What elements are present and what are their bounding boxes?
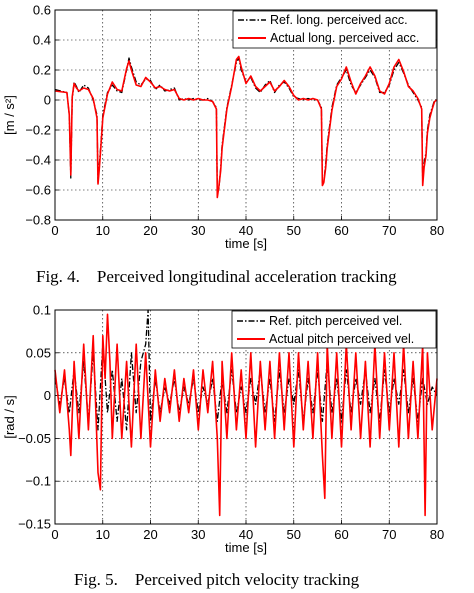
fig5-legend-label-ref: Ref. pitch perceived vel. bbox=[269, 314, 402, 328]
fig4-xtick-label: 40 bbox=[239, 223, 253, 238]
fig4-caption: Fig. 4. Perceived longitudinal accelerat… bbox=[36, 267, 397, 286]
fig4-xtick-label: 50 bbox=[287, 223, 301, 238]
fig5-xtick-label: 80 bbox=[430, 527, 444, 542]
fig4-xtick-label: 30 bbox=[191, 223, 205, 238]
fig5-xtick-label: 70 bbox=[382, 527, 396, 542]
fig5-xtick-label: 30 bbox=[191, 527, 205, 542]
fig5-ytick-label: 0 bbox=[44, 388, 51, 403]
fig5-legend-box bbox=[231, 310, 437, 349]
fig5-ytick-label: 0.05 bbox=[26, 345, 51, 360]
fig5-ytick-label: −0.05 bbox=[18, 431, 51, 446]
fig5-xtick-label: 10 bbox=[96, 527, 110, 542]
fig5-ytick-label: −0.15 bbox=[18, 517, 51, 532]
fig4-plot-area bbox=[54, 55, 438, 199]
fig4-legend: Ref. long. perceived acc. Actual long. p… bbox=[232, 10, 437, 49]
fig4-xtick-label: 70 bbox=[382, 223, 396, 238]
fig4-xtick-label: 0 bbox=[51, 223, 58, 238]
fig4-series-actual-line bbox=[54, 55, 438, 199]
fig4-xtick-label: 10 bbox=[96, 223, 110, 238]
fig5-series-actual-line bbox=[54, 313, 438, 517]
fig4-xtick-label: 20 bbox=[143, 223, 157, 238]
fig5-axes-frame bbox=[54, 309, 438, 525]
fig5-xtick-label: 0 bbox=[51, 527, 58, 542]
fig5-xtick-label: 20 bbox=[143, 527, 157, 542]
fig4-yticks: −0.8 −0.6 −0.4 −0.2 0 0.2 0.4 0.6 bbox=[25, 3, 59, 228]
fig5-xlabel: time [s] bbox=[225, 540, 267, 555]
fig5-xtick-label: 40 bbox=[239, 527, 253, 542]
fig5-yticks: −0.15 −0.1 −0.05 0 0.05 0.1 bbox=[18, 303, 59, 532]
fig4-axes-frame bbox=[54, 9, 438, 221]
fig5-xticks: 0 10 20 30 40 50 60 70 80 bbox=[51, 520, 444, 542]
fig4-ytick-label: −0.8 bbox=[25, 213, 51, 228]
fig5-legend-label-actual: Actual pitch perceived vel. bbox=[269, 332, 414, 346]
fig5-legend: Ref. pitch perceived vel. Actual pitch p… bbox=[231, 310, 437, 349]
fig5-caption: Fig. 5. Perceived pitch velocity trackin… bbox=[74, 570, 360, 589]
fig4-ytick-label: −0.2 bbox=[25, 123, 51, 138]
fig4-legend-box bbox=[232, 10, 437, 49]
fig4-ytick-label: 0 bbox=[44, 93, 51, 108]
fig4-ytick-label: 0.6 bbox=[33, 3, 51, 18]
fig5-ytick-label: −0.1 bbox=[25, 474, 51, 489]
fig4-xtick-label: 80 bbox=[430, 223, 444, 238]
fig4-ytick-label: −0.4 bbox=[25, 153, 51, 168]
chart-fig4: 0 10 20 30 40 50 60 70 80 −0.8 −0.6 −0.4 −0.2 0 0.2 0.… bbox=[2, 3, 444, 287]
chart-fig5: 0 10 20 30 40 50 60 70 80 −0.15 −0.1 −0.05 0 0.05 0.1… bbox=[2, 303, 444, 590]
fig5-plot-area bbox=[54, 309, 438, 517]
fig4-ytick-label: −0.6 bbox=[25, 183, 51, 198]
fig4-xlabel: time [s] bbox=[225, 236, 267, 251]
fig4-ylabel: [m / s²] bbox=[2, 95, 17, 135]
fig4-legend-label-ref: Ref. long. perceived acc. bbox=[270, 13, 408, 27]
fig5-xtick-label: 60 bbox=[334, 527, 348, 542]
fig5-ytick-label: 0.1 bbox=[33, 303, 51, 318]
fig4-ytick-label: 0.4 bbox=[33, 33, 51, 48]
fig4-ytick-label: 0.2 bbox=[33, 63, 51, 78]
fig4-xticks: 0 10 20 30 40 50 60 70 80 bbox=[51, 216, 444, 238]
fig5-xtick-label: 50 bbox=[287, 527, 301, 542]
fig4-xtick-label: 60 bbox=[334, 223, 348, 238]
fig4-legend-label-actual: Actual long. perceived acc. bbox=[270, 31, 419, 45]
fig5-ylabel: [rad / s] bbox=[2, 395, 17, 438]
